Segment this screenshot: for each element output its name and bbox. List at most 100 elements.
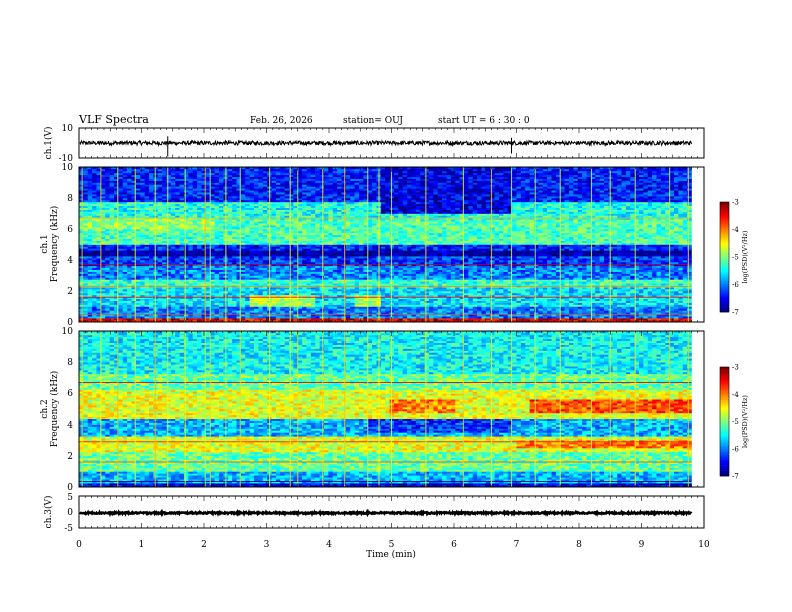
spectrogram-cell <box>262 267 268 270</box>
spectrogram-cell <box>324 209 329 212</box>
spectrogram-cell <box>105 265 110 269</box>
spectrogram-cell <box>135 184 141 187</box>
spectrogram-cell <box>328 190 334 193</box>
spectrogram-cell <box>87 188 93 191</box>
spectrogram-cell <box>109 294 115 298</box>
spectrogram-cell <box>245 230 250 234</box>
spectrogram-cell <box>96 174 102 177</box>
spectrogram-cell <box>105 252 110 255</box>
spectrogram-cell <box>149 230 154 234</box>
spectrogram-cell <box>144 221 150 224</box>
spectrogram-cell <box>184 174 189 177</box>
spectrogram-cell <box>179 277 185 280</box>
spectrogram-cell <box>302 172 307 176</box>
spectrogram-cell <box>332 308 338 311</box>
spectrogram-cell <box>205 265 211 269</box>
spectrogram-cell <box>175 261 180 265</box>
spectrogram-cell <box>105 279 110 282</box>
spectrogram-cell <box>210 296 215 300</box>
spectrogram-cell <box>175 265 180 269</box>
spectrogram-cell <box>254 196 259 199</box>
spectrogram-cell <box>96 283 102 286</box>
spectrogram-cell <box>324 279 329 282</box>
spectrogram-cell <box>210 250 215 253</box>
spectrogram-cell <box>328 254 334 257</box>
spectrogram-cell <box>114 316 119 319</box>
spectrogram-cell <box>179 232 185 236</box>
spectrogram-cell <box>205 300 211 303</box>
spectrogram-cell <box>92 246 97 249</box>
spectrogram-cell <box>232 256 237 259</box>
spectrogram-cell <box>127 275 132 278</box>
spectrogram-cell <box>219 248 224 251</box>
spectrogram-cell <box>118 306 124 309</box>
spectrogram-cell <box>297 170 303 174</box>
spectrogram-cell <box>227 170 233 174</box>
spectrogram-cell <box>122 275 128 278</box>
spectrogram-cell <box>328 283 334 286</box>
spectrogram-cell <box>332 254 338 257</box>
spectrogram-cell <box>131 246 137 249</box>
spectrogram-cell <box>197 298 202 301</box>
spectrogram-cell <box>280 227 285 230</box>
spectrogram-cell <box>214 215 220 218</box>
spectrogram-cell <box>280 310 285 313</box>
spectrogram-cell <box>306 232 312 236</box>
spectrogram-cell <box>170 258 176 261</box>
spectrogram-cell <box>140 306 145 309</box>
spectrogram-cell <box>254 172 259 176</box>
spectrogram-cell <box>232 190 237 193</box>
spectrogram-cell <box>83 221 89 224</box>
spectrogram-cell <box>114 287 119 290</box>
spectrogram-cell <box>236 269 242 272</box>
spectrogram-cell <box>149 312 154 315</box>
spectrogram-cell <box>271 320 277 323</box>
spectrogram-cell <box>83 215 89 218</box>
spectrogram-cell <box>319 188 325 191</box>
spectrogram-cell <box>109 194 115 197</box>
spectrogram-cell <box>170 242 176 245</box>
spectrogram-cell <box>210 279 215 282</box>
spectrogram-cell <box>100 310 106 313</box>
spectrogram-cell <box>135 196 141 199</box>
spectrogram-cell <box>337 296 342 300</box>
spectrogram-cell <box>149 277 154 280</box>
spectrogram-cell <box>157 221 163 224</box>
spectrogram-cell <box>109 304 115 307</box>
spectrogram-cell <box>109 291 115 294</box>
spectrogram-cell <box>192 186 198 189</box>
spectrogram-cell <box>109 203 115 207</box>
spectrogram-cell <box>96 265 102 269</box>
spectrogram-cell <box>166 316 172 319</box>
spectrogram-cell <box>188 223 194 226</box>
spectrogram-cell <box>162 184 167 187</box>
spectrogram-cell <box>162 312 167 315</box>
spectrogram-cell <box>254 294 259 298</box>
spectrogram-cell <box>79 261 84 265</box>
spectrogram-cell <box>105 248 110 251</box>
spectrogram-cell <box>197 240 202 243</box>
spectrogram-cell <box>179 230 185 234</box>
spectrogram-cell <box>140 310 145 313</box>
spectrogram-cell <box>232 265 237 269</box>
spectrogram-cell <box>175 167 180 170</box>
spectrogram-cell <box>315 230 320 234</box>
spectrogram-cell <box>280 271 285 274</box>
spectrogram-cell <box>275 186 281 189</box>
spectrogram-cell <box>118 287 124 290</box>
spectrogram-cell <box>289 178 294 181</box>
spectrogram-cell <box>87 182 93 185</box>
spectrogram-cell <box>197 302 202 305</box>
spectrogram-cell <box>114 279 119 282</box>
spectrogram-cell <box>271 254 277 257</box>
spectrogram-cell <box>127 198 132 201</box>
spectrogram-cell <box>157 227 163 230</box>
spectrogram-cell <box>249 238 255 241</box>
spectrogram-cell <box>232 213 237 216</box>
spectrogram-cell <box>324 207 329 210</box>
spectrogram-cell <box>92 180 97 183</box>
spectrogram-cell <box>105 199 110 203</box>
spectrogram-cell <box>109 256 115 259</box>
spectrogram-cell <box>227 240 233 243</box>
spectrogram-cell <box>114 292 119 296</box>
